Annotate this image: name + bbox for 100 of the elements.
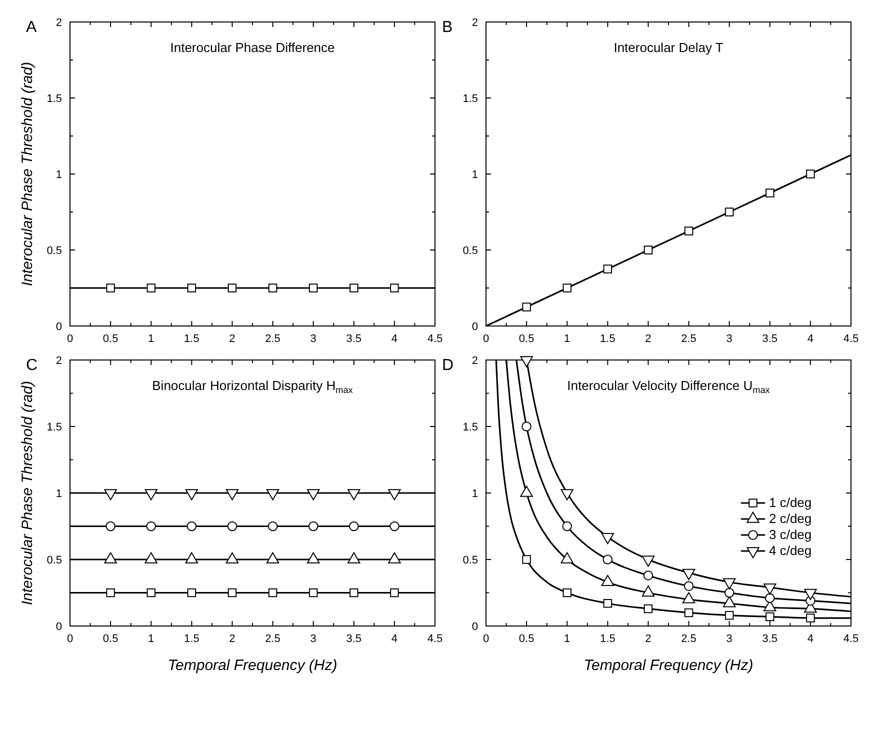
y-tick-label: 2	[472, 355, 478, 367]
point	[104, 489, 117, 500]
legend-label: 4 c/deg	[769, 543, 812, 558]
x-tick-label: 3.5	[762, 333, 778, 345]
x-tick-label: 2	[229, 333, 236, 345]
point	[724, 588, 734, 598]
y-tick-label: 2	[56, 355, 62, 367]
point	[348, 489, 360, 500]
point	[390, 588, 399, 598]
y-tick-label: 0.5	[462, 554, 478, 566]
x-tick-label: 4.5	[843, 633, 859, 645]
point	[268, 588, 278, 598]
point	[185, 489, 198, 500]
x-tick-label: 1	[564, 633, 570, 645]
x-tick-label: 4.5	[427, 333, 443, 345]
x-tick-label: 3	[726, 333, 732, 345]
y-tick-label: 1	[56, 169, 62, 181]
y-tick-label: 2	[472, 17, 478, 29]
y-tick-label: 1.5	[46, 93, 62, 105]
point	[144, 489, 158, 500]
x-tick-label: 3.5	[346, 333, 362, 345]
point	[766, 188, 774, 198]
point	[643, 570, 654, 580]
x-tick-label: 0	[66, 633, 74, 645]
y-tick-label: 0	[56, 621, 62, 633]
point	[722, 578, 736, 590]
point	[187, 588, 196, 598]
point	[562, 521, 572, 532]
point	[306, 552, 320, 564]
y-tick-label: 0	[56, 321, 62, 333]
point	[644, 604, 653, 614]
x-tick-label: 4.5	[843, 333, 859, 345]
point	[104, 552, 117, 564]
point	[522, 302, 531, 312]
y-tick-label: 1.5	[462, 93, 478, 105]
point	[806, 170, 815, 178]
text: A	[26, 19, 37, 36]
x-tick-label: 3	[310, 633, 316, 645]
x-tick-label: 4	[807, 633, 814, 645]
y-tick-label: 0.5	[46, 245, 62, 257]
y-axis-title: Interocular Phase Threshold (rad)	[19, 380, 36, 606]
text: C	[26, 357, 38, 374]
text: Interocular Phase Difference	[170, 40, 335, 55]
point	[603, 264, 612, 274]
point	[520, 356, 533, 368]
x-tick-label: 1	[148, 633, 154, 645]
point	[349, 521, 359, 532]
point	[106, 588, 115, 598]
point	[350, 588, 358, 598]
point	[388, 489, 401, 500]
x-tick-label: 0.5	[102, 633, 118, 645]
point	[806, 614, 815, 622]
point	[185, 552, 198, 564]
point	[765, 593, 775, 603]
x-axis-title: Temporal Frequency (Hz)	[168, 657, 338, 674]
point	[562, 588, 572, 598]
y-tick-label: 1	[472, 488, 478, 500]
point	[644, 246, 653, 254]
point	[226, 552, 239, 564]
text: D	[442, 357, 454, 374]
x-tick-label: 0	[482, 633, 490, 645]
point	[560, 489, 574, 500]
point	[522, 422, 532, 432]
x-tick-label: 2.5	[681, 333, 696, 345]
point	[226, 489, 239, 500]
y-tick-label: 0	[472, 621, 478, 633]
x-tick-label: 4	[391, 633, 398, 645]
x-tick-label: 4	[391, 333, 398, 345]
point	[266, 489, 280, 500]
y-tick-label: 0.5	[462, 245, 478, 257]
x-tick-label: 3	[726, 633, 732, 645]
point	[764, 584, 776, 595]
y-tick-label: 1.5	[462, 422, 478, 434]
point	[804, 588, 817, 600]
point	[602, 554, 613, 564]
x-tick-label: 3	[310, 333, 316, 345]
point	[306, 489, 320, 500]
point	[227, 521, 238, 532]
point	[766, 612, 774, 622]
x-tick-label: 4.5	[427, 633, 443, 645]
point	[268, 521, 278, 532]
x-tick-label: 0	[482, 333, 490, 345]
y-tick-label: 2	[56, 17, 62, 29]
x-tick-label: 1.5	[184, 333, 200, 345]
y-tick-label: 0.5	[46, 554, 62, 566]
x-tick-label: 2	[645, 333, 652, 345]
y-tick-label: 1.5	[46, 422, 62, 434]
text: Binocular Horizontal Disparity H$_{max}$	[152, 378, 354, 396]
point	[144, 552, 158, 564]
text: Interocular Velocity Difference U$_{max}$	[567, 378, 770, 396]
text: B	[442, 19, 453, 36]
point	[684, 608, 694, 618]
x-tick-label: 1	[564, 333, 570, 345]
x-tick-label: 3.5	[762, 633, 778, 645]
x-axis-title: Temporal Frequency (Hz)	[584, 657, 754, 674]
point	[562, 284, 572, 292]
point	[603, 599, 612, 608]
legend-label: 3 c/deg	[769, 527, 812, 542]
point	[266, 552, 280, 564]
x-tick-label: 1	[148, 333, 154, 345]
